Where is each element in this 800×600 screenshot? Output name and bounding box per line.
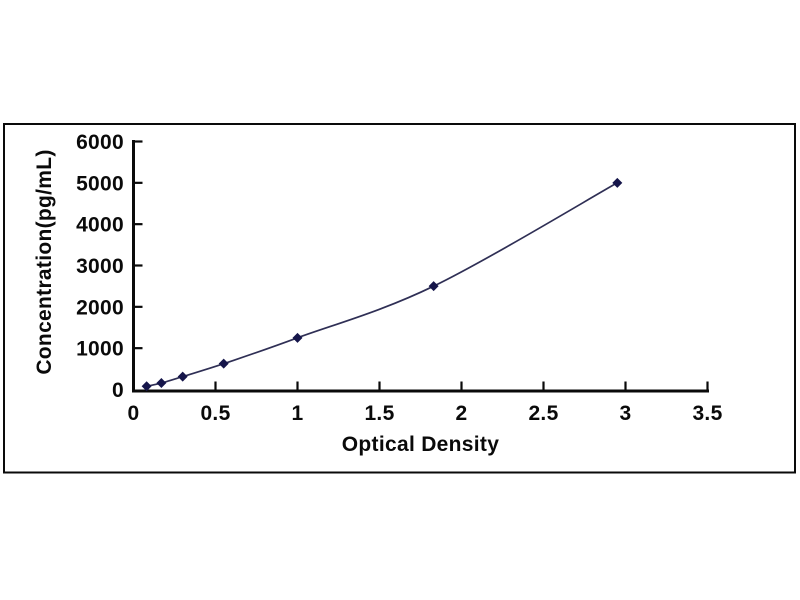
data-point-marker <box>218 358 229 369</box>
x-tick-label: 3 <box>620 402 632 425</box>
x-tick-label: 2.5 <box>528 402 558 425</box>
y-axis-title: Concentration(pg/mL) <box>33 149 56 374</box>
data-point-marker <box>177 371 188 382</box>
y-tick-label: 5000 <box>76 172 124 195</box>
y-tick-label: 0 <box>112 379 124 402</box>
y-tick-label: 3000 <box>76 255 124 278</box>
x-axis-tick-labels: 0 0.5 1 1.5 2 2.5 3 3.5 <box>128 402 723 425</box>
x-tick-label: 1 <box>292 402 304 425</box>
y-axis-ticks <box>134 140 143 350</box>
x-tick-label: 2 <box>456 402 468 425</box>
data-point-marker <box>612 177 623 188</box>
y-axis-tick-labels: 0 1000 2000 3000 4000 5000 6000 <box>76 131 124 402</box>
data-point-marker <box>428 281 439 292</box>
x-tick-label: 0 <box>128 402 140 425</box>
figure-border <box>3 123 796 474</box>
data-point-marker <box>141 381 152 392</box>
data-point-marker <box>156 378 167 389</box>
x-axis-title: Optical Density <box>342 433 499 456</box>
x-tick-label: 1.5 <box>364 402 394 425</box>
data-point-markers <box>141 177 623 392</box>
x-tick-label: 0.5 <box>200 402 230 425</box>
y-tick-label: 2000 <box>76 296 124 319</box>
x-tick-label: 3.5 <box>692 402 722 425</box>
data-point-marker <box>292 332 303 343</box>
y-tick-label: 4000 <box>76 214 124 237</box>
standard-curve-line <box>146 182 618 388</box>
y-tick-label: 6000 <box>76 131 124 154</box>
y-tick-label: 1000 <box>76 338 124 361</box>
x-axis-ticks <box>214 381 709 390</box>
